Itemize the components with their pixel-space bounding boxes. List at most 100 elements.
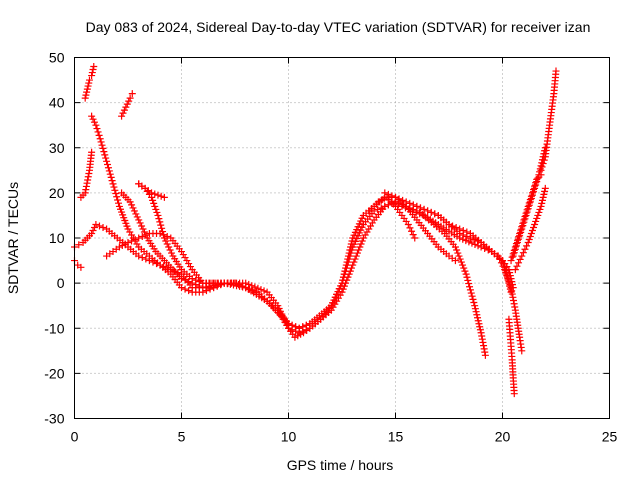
data-point (406, 224, 414, 232)
data-point (510, 390, 518, 398)
data-point (252, 288, 260, 296)
y-tick-label: 30 (49, 140, 65, 156)
data-point (427, 208, 435, 216)
data-point (132, 210, 140, 218)
data-point (513, 239, 521, 247)
data-point (504, 275, 512, 283)
data-point (527, 229, 535, 237)
data-point (125, 97, 133, 105)
data-point (465, 238, 473, 246)
series-arc-13 (413, 202, 517, 292)
data-point (110, 183, 118, 191)
data-point (348, 237, 356, 245)
x-axis-label: GPS time / hours (287, 457, 394, 473)
data-point (153, 208, 161, 216)
data-point (476, 323, 484, 331)
data-point (192, 276, 200, 284)
data-point (535, 171, 543, 179)
data-point (249, 287, 257, 295)
data-point (88, 69, 96, 77)
data-point (85, 170, 93, 178)
data-point (109, 180, 117, 188)
data-point (457, 258, 465, 266)
data-point (346, 267, 354, 275)
data-point (420, 205, 428, 213)
data-point (409, 231, 417, 239)
data-point (135, 216, 143, 224)
data-point (470, 236, 478, 244)
data-point (538, 163, 546, 171)
data-point (539, 193, 547, 201)
data-point (344, 255, 352, 263)
data-point (528, 226, 536, 234)
data-point (181, 276, 189, 284)
y-tick-label: -20 (44, 365, 64, 381)
data-point (455, 252, 463, 260)
y-tick-label: 10 (49, 230, 65, 246)
data-point (481, 351, 489, 359)
data-point (299, 323, 307, 331)
data-point (84, 82, 92, 90)
data-point (384, 190, 392, 198)
data-point (90, 223, 98, 231)
data-point (90, 118, 98, 126)
data-point (471, 305, 479, 313)
data-point (242, 284, 250, 292)
data-point (133, 213, 141, 221)
data-point (75, 241, 83, 249)
data-point (88, 72, 96, 80)
data-point (94, 128, 102, 136)
data-point (89, 226, 97, 234)
data-point (463, 273, 471, 281)
data-point (530, 223, 538, 231)
data-point (467, 289, 475, 297)
data-point (88, 148, 96, 156)
data-point (537, 166, 545, 174)
data-point (494, 252, 502, 260)
data-point (453, 246, 461, 254)
axis-ticks: 0 5 10 15 20 25 -30 -20 -10 0 10 20 30 40 50 (44, 50, 617, 445)
data-point (348, 264, 356, 272)
data-point (451, 257, 459, 265)
data-point (96, 135, 104, 143)
data-point (343, 258, 351, 266)
data-point (523, 242, 531, 250)
data-point (466, 286, 474, 294)
data-point (534, 211, 542, 219)
data-point (157, 221, 165, 229)
data-point (416, 204, 424, 212)
data-point (464, 276, 472, 284)
data-point (112, 190, 120, 198)
data-point (474, 314, 482, 322)
data-point (254, 284, 262, 292)
data-point (533, 214, 541, 222)
data-point (292, 323, 300, 331)
data-point (154, 211, 162, 219)
data-point (84, 173, 92, 181)
series-arc-6 (77, 148, 96, 201)
data-point (521, 215, 529, 223)
data-point (474, 237, 482, 245)
x-tick-label: 5 (178, 429, 186, 445)
data-point (503, 272, 511, 280)
data-point (339, 285, 347, 293)
data-point (468, 239, 476, 247)
data-point (461, 267, 469, 275)
data-point (478, 335, 486, 343)
data-point (138, 254, 146, 262)
data-point (525, 236, 533, 244)
data-point (188, 275, 196, 283)
x-tick-label: 10 (281, 429, 297, 445)
data-point (532, 181, 540, 189)
data-point (520, 218, 528, 226)
data-point (463, 232, 471, 240)
data-point (358, 237, 366, 245)
data-point (88, 229, 96, 237)
x-tick-label: 15 (388, 429, 404, 445)
series-arc-8 (118, 90, 136, 120)
data-point (342, 279, 350, 287)
data-point (245, 285, 253, 293)
data-point (412, 208, 420, 216)
data-point (111, 186, 119, 194)
